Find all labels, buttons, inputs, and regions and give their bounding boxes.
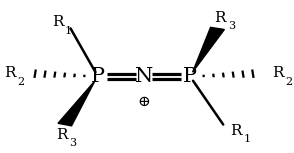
Text: R: R (230, 124, 242, 138)
Text: R: R (56, 128, 68, 142)
Text: 3: 3 (69, 138, 76, 148)
Text: R: R (4, 67, 16, 80)
Text: 2: 2 (17, 77, 24, 87)
Text: P: P (91, 67, 105, 86)
Text: R: R (215, 11, 226, 25)
Text: 2: 2 (285, 77, 293, 87)
Text: 1: 1 (65, 26, 72, 36)
Text: 1: 1 (244, 134, 251, 144)
Text: P: P (183, 67, 197, 86)
Text: N: N (135, 67, 153, 86)
Polygon shape (58, 81, 95, 126)
Text: R: R (52, 15, 63, 29)
Text: ⊕: ⊕ (138, 95, 151, 109)
Polygon shape (193, 27, 224, 72)
Text: R: R (272, 67, 284, 80)
Text: 3: 3 (228, 21, 235, 31)
